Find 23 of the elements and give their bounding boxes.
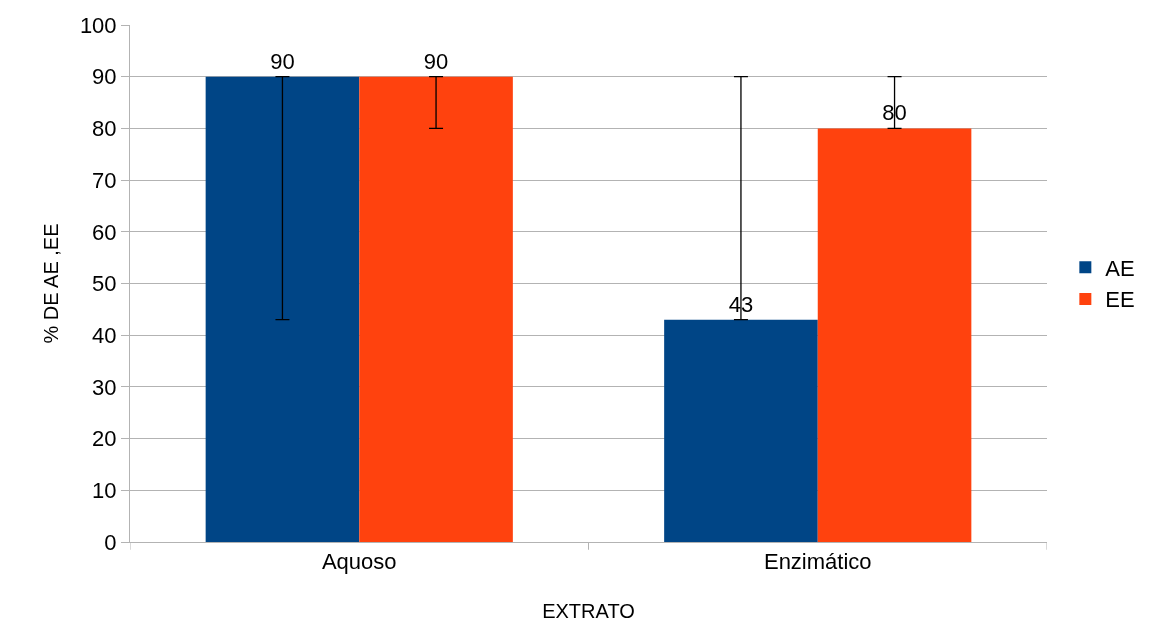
x-tick-label: Aquoso [321, 549, 397, 575]
x-axis-title: EXTRATO [542, 599, 635, 622]
y-tick-label: 40 [92, 322, 117, 348]
bar [205, 76, 360, 542]
y-tick-label: 0 [104, 529, 117, 555]
bar [664, 319, 818, 542]
legend-label: EE [1105, 287, 1135, 313]
data-label: 90 [423, 48, 449, 74]
y-tick-label: 50 [92, 271, 117, 297]
legend-label: AE [1105, 255, 1135, 281]
y-tick-label: 20 [92, 426, 117, 452]
data-label: 90 [270, 48, 295, 74]
bar [817, 128, 972, 542]
y-tick-label: 10 [92, 478, 117, 503]
x-tick-label: Enzimático [763, 549, 872, 575]
y-tick-label: 70 [92, 167, 117, 193]
y-tick-label: 100 [79, 12, 117, 38]
y-tick-label: 60 [92, 219, 117, 245]
y-tick-label: 30 [92, 374, 117, 400]
y-tick-label: 80 [92, 116, 117, 142]
bar [359, 76, 513, 542]
y-tick-label: 90 [92, 64, 117, 90]
y-axis-title: % DE AE ,EE [40, 223, 63, 344]
